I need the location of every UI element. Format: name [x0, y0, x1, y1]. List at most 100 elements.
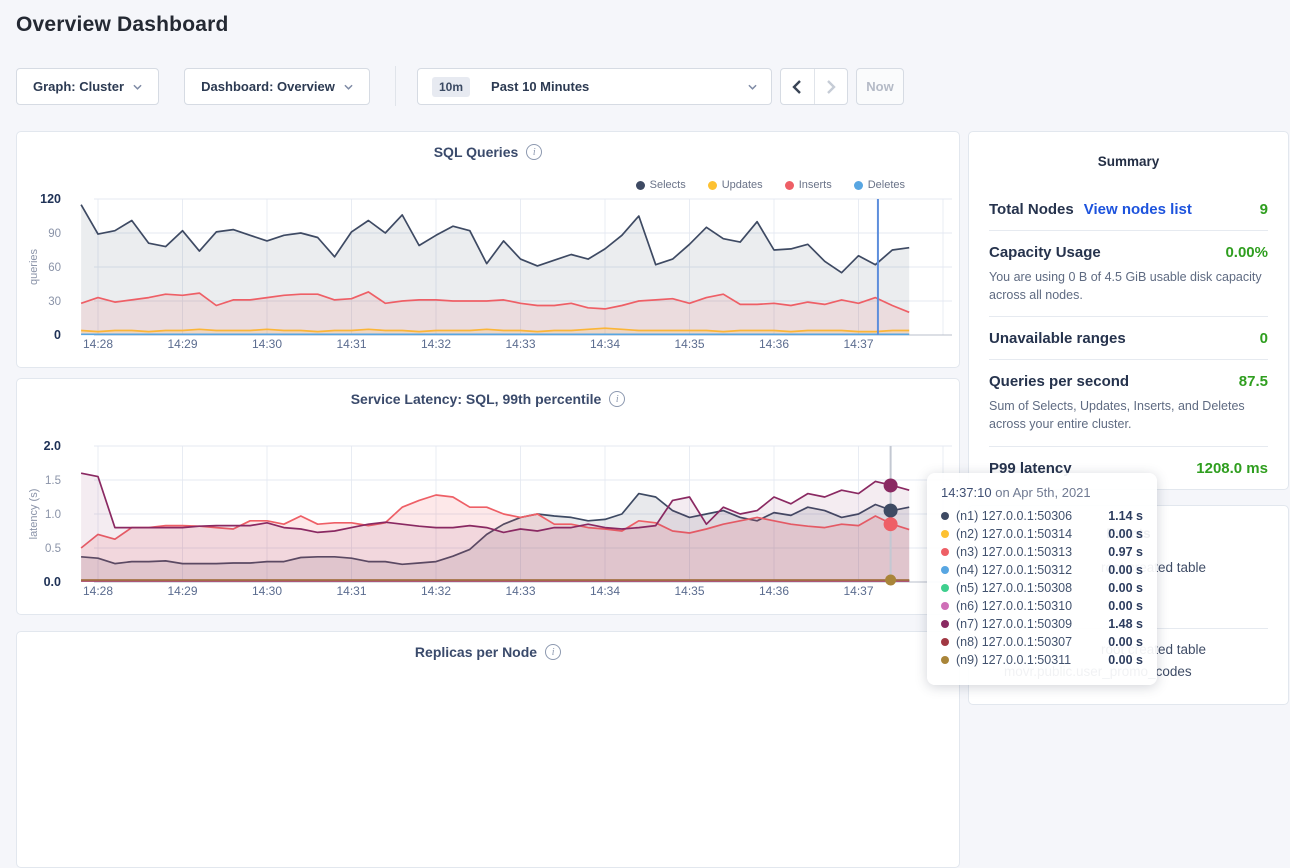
tooltip-node-row: (n7) 127.0.0.1:50309 1.48 s — [941, 615, 1143, 633]
y-axis-label: latency (s) — [28, 489, 40, 540]
node-color-dot — [941, 530, 949, 538]
legend-dot — [784, 180, 794, 190]
sql-queries-chart[interactable]: 0 30 60 90 120 14:28 14:29 14:30 14:31 14:32 14:33… — [17, 132, 959, 367]
series-line-updates — [81, 327, 910, 333]
chart-title: Service Latency: SQL, 99th percentile — [350, 391, 602, 407]
x-tick-label: 14:30 — [252, 337, 282, 351]
capacity-desc: You are using 0 B of 4.5 GiB usable disk… — [989, 270, 1262, 303]
x-tick-label: 14:36 — [759, 584, 789, 598]
time-range-picker[interactable]: 10m Past 10 Minutes — [417, 68, 772, 105]
chart-title: SQL Queries — [433, 144, 519, 160]
node-color-dot — [941, 566, 949, 574]
series-line-n7 — [80, 472, 910, 534]
x-tick-label: 14:37 — [843, 337, 873, 351]
total-nodes-value: 9 — [1259, 201, 1268, 218]
x-tick-label: 14:28 — [83, 584, 113, 598]
unavailable-label: Unavailable ranges — [989, 330, 1126, 348]
x-tick-label: 14:32 — [421, 337, 451, 351]
tooltip-node-row: (n8) 127.0.0.1:50307 0.00 s — [941, 633, 1143, 651]
node-color-dot — [941, 584, 949, 592]
tooltip-node-row: (n5) 127.0.0.1:50308 0.00 s — [941, 579, 1143, 597]
x-tick-label: 14:32 — [421, 584, 451, 598]
info-icon[interactable]: i — [545, 644, 562, 660]
x-tick-label: 14:31 — [336, 337, 366, 351]
legend-item-selects[interactable]: Selects — [635, 179, 686, 191]
chevron-down-icon — [344, 84, 353, 90]
node-color-dot — [941, 656, 949, 664]
time-prev-button[interactable] — [781, 69, 814, 104]
page-title: Overview Dashboard — [16, 13, 229, 36]
node-address: (n9) 127.0.0.1:50311 — [956, 653, 1072, 667]
tooltip-node-row: (n1) 127.0.0.1:50306 1.14 s — [941, 507, 1143, 525]
tooltip-node-row: (n3) 127.0.0.1:50313 0.97 s — [941, 543, 1143, 561]
hover-dot-n7 — [883, 478, 898, 493]
node-color-dot — [941, 602, 949, 610]
hover-dot-n3 — [883, 517, 898, 532]
hover-dot-n1 — [883, 503, 898, 518]
x-tick-label: 14:36 — [759, 337, 789, 351]
series-line-selects — [80, 204, 910, 274]
node-latency-value: 0.00 s — [1108, 581, 1143, 595]
service-latency-chart[interactable]: 0.0 0.5 1.0 1.5 2.0 14:28 14:29 14:30 14:31 14:32… — [17, 379, 959, 614]
summary-title: Summary — [1097, 154, 1160, 169]
node-address: (n7) 127.0.0.1:50309 — [956, 617, 1073, 631]
x-tick-label: 14:28 — [83, 337, 113, 351]
y-tick-label: 1.5 — [45, 475, 61, 487]
dashboard-dropdown[interactable]: Dashboard: Overview — [184, 68, 370, 105]
y-tick-label: 90 — [48, 228, 61, 240]
node-latency-value: 0.00 s — [1108, 635, 1143, 649]
hover-dot-n9 — [885, 574, 897, 586]
time-range-label: Past 10 Minutes — [491, 79, 590, 94]
node-address: (n1) 127.0.0.1:50306 — [956, 509, 1073, 523]
y-tick-label: 0 — [54, 328, 61, 342]
y-tick-label: 1.0 — [45, 509, 61, 521]
now-button[interactable]: Now — [856, 68, 904, 105]
y-axis-label: queries — [28, 248, 40, 285]
node-latency-value: 1.14 s — [1108, 509, 1143, 523]
graph-dropdown[interactable]: Graph: Cluster — [16, 68, 159, 105]
node-address: (n6) 127.0.0.1:50310 — [956, 599, 1073, 613]
x-tick-label: 14:29 — [167, 584, 197, 598]
tooltip-node-row: (n6) 127.0.0.1:50310 0.00 s — [941, 597, 1143, 615]
capacity-value: 0.00% — [1225, 244, 1268, 261]
legend-item-deletes[interactable]: Deletes — [853, 179, 905, 191]
tooltip-node-row: (n2) 127.0.0.1:50314 0.00 s — [941, 525, 1143, 543]
x-tick-label: 14:33 — [505, 337, 535, 351]
qps-label: Queries per second — [989, 373, 1130, 391]
tooltip-timestamp: 14:37:10 on Apr 5th, 2021 — [941, 485, 1091, 500]
graph-dropdown-label: Graph: Cluster — [32, 79, 124, 94]
node-latency-value: 0.00 s — [1108, 527, 1143, 541]
x-tick-label: 14:35 — [674, 584, 704, 598]
node-color-dot — [941, 638, 949, 646]
legend-dot — [635, 180, 645, 190]
node-address: (n2) 127.0.0.1:50314 — [956, 527, 1073, 541]
series-line-inserts — [80, 291, 910, 314]
x-tick-label: 14:30 — [252, 584, 282, 598]
y-tick-label: 0.0 — [44, 575, 61, 589]
legend-item-updates[interactable]: Updates — [707, 179, 763, 191]
info-icon[interactable]: i — [526, 144, 543, 160]
legend-item-inserts[interactable]: Inserts — [784, 179, 832, 191]
view-nodes-list-link[interactable]: View nodes list — [1083, 201, 1192, 218]
x-tick-label: 14:31 — [336, 584, 366, 598]
chevron-right-icon — [826, 79, 836, 94]
info-icon[interactable]: i — [609, 391, 626, 407]
dashboard-dropdown-label: Dashboard: Overview — [201, 79, 335, 94]
x-tick-label: 14:35 — [674, 337, 704, 351]
node-address: (n8) 127.0.0.1:50307 — [956, 635, 1073, 649]
y-tick-label: 0.5 — [45, 543, 61, 555]
controls-divider — [395, 66, 396, 106]
legend-dot — [707, 180, 717, 190]
node-latency-value: 0.00 s — [1108, 653, 1143, 667]
time-next-button[interactable] — [813, 69, 848, 104]
p99-label: P99 latency — [989, 459, 1072, 477]
chevron-down-icon — [748, 84, 757, 90]
chart-hover-tooltip: 14:37:10 on Apr 5th, 2021 (n1) 127.0.0.1… — [927, 473, 1157, 685]
chevron-down-icon — [133, 84, 142, 90]
time-nav — [780, 68, 848, 105]
summary-row-unavailable: Unavailable ranges 0 — [989, 317, 1268, 361]
total-nodes-label: Total Nodes — [989, 201, 1074, 218]
qps-desc: Sum of Selects, Updates, Inserts, and De… — [989, 399, 1245, 432]
chart-title: Replicas per Node — [414, 644, 538, 660]
tooltip-node-row: (n9) 127.0.0.1:50311 0.00 s — [941, 651, 1143, 669]
